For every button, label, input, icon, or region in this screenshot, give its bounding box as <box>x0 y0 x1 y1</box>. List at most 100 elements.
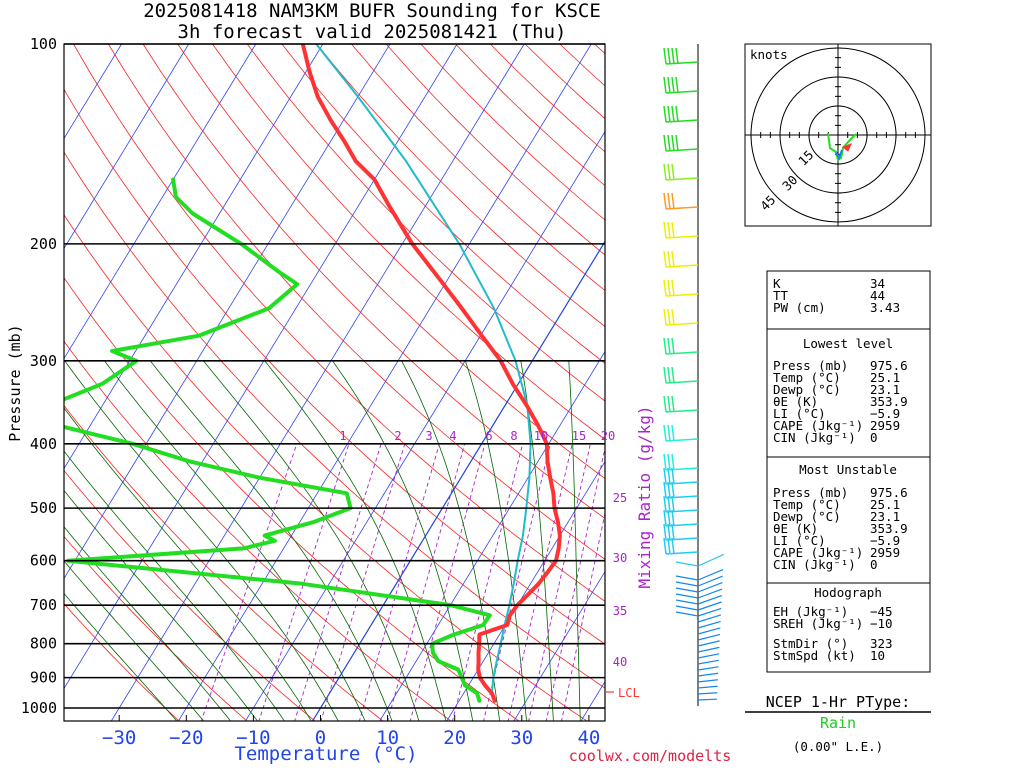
wind-barb <box>667 221 671 239</box>
isotherm <box>177 44 592 721</box>
wind-barb <box>697 575 723 587</box>
wind-barb <box>697 646 720 653</box>
wind-barb <box>667 495 671 513</box>
wind-barb <box>667 76 671 94</box>
wind-barb <box>663 105 667 123</box>
isotherm <box>64 44 257 360</box>
index-value: 2959 <box>870 545 900 560</box>
dry-adiabat <box>73 44 605 602</box>
index-label: LI (°C) <box>773 533 826 548</box>
wind-barb <box>663 509 667 527</box>
wind-barb <box>671 279 675 297</box>
wind-barb <box>665 409 699 413</box>
wind-barb <box>697 698 718 701</box>
wind-barb <box>667 47 671 65</box>
wind-barb <box>667 337 671 355</box>
wind-barb <box>665 509 699 513</box>
dry-adiabat <box>64 277 520 721</box>
isotherm <box>64 44 391 580</box>
wind-barb <box>663 308 667 326</box>
wind-barb <box>671 250 675 268</box>
wind-barb <box>671 308 675 326</box>
dry-adiabat <box>64 214 588 721</box>
wind-barb <box>697 633 721 641</box>
wind-barb <box>697 679 718 683</box>
wind-barb <box>667 308 671 326</box>
index-value: 353.9 <box>870 394 908 409</box>
index-value: 44 <box>870 288 885 303</box>
wind-barb <box>697 685 718 689</box>
wind-barb <box>663 424 667 442</box>
mixing-ratio-line <box>561 510 605 721</box>
moist-adiabat <box>264 360 447 721</box>
index-label: CAPE (Jkg⁻¹) <box>773 418 863 433</box>
wind-barb <box>675 134 679 152</box>
index-value: −10 <box>870 616 893 631</box>
wind-barb <box>697 614 722 623</box>
mixing-ratio-line <box>409 443 486 721</box>
index-value: −5.9 <box>870 533 900 548</box>
wind-barb <box>665 322 699 326</box>
wind-barb <box>697 620 721 629</box>
mixing-ratio-label: 40 <box>613 655 627 669</box>
wind-barb <box>697 653 720 659</box>
wind-barb <box>671 523 675 541</box>
wind-barb <box>663 395 667 413</box>
wind-barb <box>667 163 671 181</box>
index-label: CAPE (Jkg⁻¹) <box>773 545 863 560</box>
wind-barb <box>697 627 721 635</box>
index-label: Temp (°C) <box>773 497 841 512</box>
x-tick-label: −20 <box>169 727 203 749</box>
y-tick-label: 100 <box>30 35 57 53</box>
wind-barb <box>671 163 675 181</box>
wind-barb <box>665 90 699 94</box>
y-tick-label: 900 <box>30 669 57 687</box>
wind-barb <box>665 61 699 65</box>
wind-barb <box>671 453 675 471</box>
index-label: K <box>773 276 781 291</box>
wind-barb <box>671 366 675 384</box>
mixing-ratio-line <box>358 443 440 721</box>
hodograph-knots-label: knots <box>750 47 788 62</box>
x-tick-label: 20 <box>443 727 466 749</box>
index-label: CIN (Jkg⁻¹) <box>773 557 856 572</box>
wind-barb <box>665 119 699 123</box>
wind-barb <box>667 366 671 384</box>
wind-barb <box>697 569 724 581</box>
dry-adiabat <box>177 44 605 480</box>
mixing-ratio-line <box>200 443 298 721</box>
wind-barb <box>671 509 675 527</box>
moist-adiabat <box>64 407 312 721</box>
wind-barb <box>663 134 667 152</box>
wind-barb <box>667 523 671 541</box>
wind-barb <box>665 523 699 527</box>
y-tick-labels: 100 200 300 400 500 600 700 800 900 1000 <box>21 35 57 717</box>
index-value: 34 <box>870 276 885 291</box>
wind-barb <box>675 605 699 611</box>
wind-barb <box>667 105 671 123</box>
moist-adiabat <box>401 360 501 721</box>
index-value: 23.1 <box>870 382 900 397</box>
index-label: Press (mb) <box>773 485 848 500</box>
wind-barb <box>675 105 679 123</box>
y-tick-label: 800 <box>30 635 57 653</box>
wind-barb <box>667 424 671 442</box>
y-axis-label: Pressure (mb) <box>6 324 24 441</box>
series-lines <box>64 44 562 703</box>
wind-barb <box>671 537 675 555</box>
wind-barb <box>675 47 679 65</box>
moist-adiabat <box>64 592 178 721</box>
wind-barb <box>665 206 699 210</box>
wind-barb <box>667 279 671 297</box>
wind-barb <box>663 537 667 555</box>
wind-barb <box>697 588 723 599</box>
wind-barb <box>671 192 675 210</box>
wind-barb <box>675 593 699 599</box>
wind-barb <box>697 594 723 605</box>
y-tick-label: 300 <box>30 352 57 370</box>
wind-barb <box>663 76 667 94</box>
wind-barb <box>667 453 671 471</box>
indices-table <box>766 270 931 673</box>
index-value: 23.1 <box>870 509 900 524</box>
